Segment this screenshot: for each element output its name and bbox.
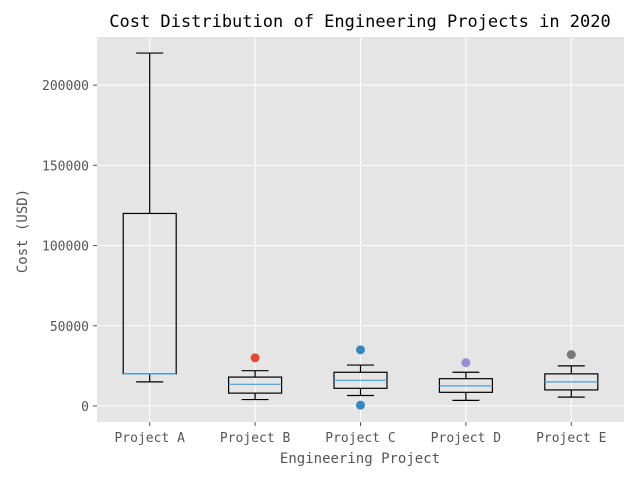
x-tick-label: Project D [431,431,502,446]
box-project-b [228,353,283,401]
y-axis-label: Cost (USD) [15,189,31,273]
outlier-point [250,353,260,363]
x-tick-label: Project E [536,431,606,446]
outlier-point [356,400,365,410]
y-tick-label: 0 [81,400,89,415]
outlier-point [461,358,471,368]
x-tick-label: Project B [220,431,291,446]
data-layer [122,52,599,410]
y-tick-label: 100000 [42,240,89,255]
y-tick-label: 50000 [50,320,89,335]
y-tick-label: 200000 [42,79,89,94]
x-tick-label: Project C [325,431,395,446]
box-iqr [228,376,283,394]
box-project-a [122,52,177,383]
box-project-c [333,345,388,410]
box-project-e [544,350,599,398]
y-tick-label: 150000 [42,159,89,174]
x-tick-label: Project A [114,431,185,446]
outlier-point [566,350,576,360]
x-ticks: Project A Project B Project C Project D Proj… [114,422,607,446]
x-axis-label: Engineering Project [280,451,440,467]
chart-title: Cost Distribution of Engineering Project… [109,12,611,32]
box-project-d [438,358,493,401]
y-ticks: 0 50000 100000 150000 200000 [42,79,97,415]
outlier-point [356,345,365,355]
